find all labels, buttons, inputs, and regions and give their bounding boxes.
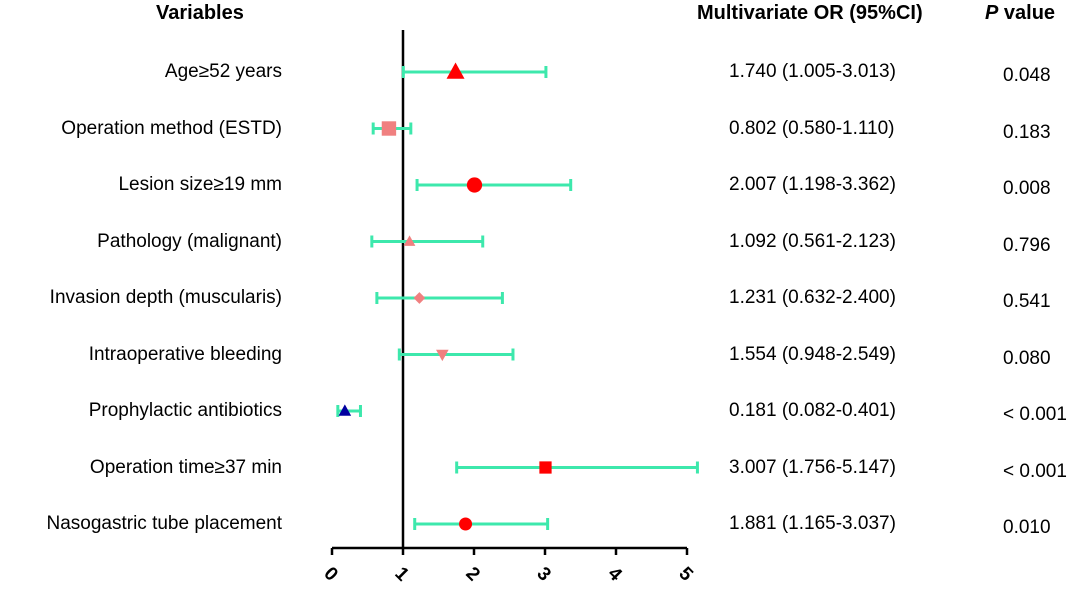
row-or-ci: 1.092 (0.561-2.123)	[729, 230, 896, 252]
point-8	[459, 517, 473, 531]
variables-header: Variables	[156, 2, 244, 24]
row-or-ci: 0.802 (0.580-1.110)	[729, 117, 895, 139]
x-tick-label-5: 5	[674, 563, 697, 586]
row-p-value: 0.048	[1003, 65, 1051, 86]
row-label: Pathology (malignant)	[97, 230, 282, 252]
row-p-value: 0.183	[1003, 121, 1051, 143]
row-or-ci: 0.181 (0.082-0.401)	[729, 400, 896, 421]
p-italic: P	[985, 2, 999, 24]
row-label: Operation time≥37 min	[89, 456, 282, 478]
row-label: Intraoperative bleeding	[88, 343, 282, 365]
point-2	[466, 177, 483, 193]
row-p-value: 0.010	[1003, 517, 1051, 538]
row-or-ci: 1.740 (1.005-3.013)	[729, 61, 896, 82]
p-value-header: P value	[985, 2, 1055, 25]
row-label: Nasogastric tube placement	[46, 513, 282, 534]
x-tick-label-0: 0	[319, 563, 341, 585]
row-label: Invasion depth (muscularis)	[49, 287, 282, 308]
row-label: Age≥52 years	[164, 61, 282, 82]
row-label: Operation method (ESTD)	[61, 117, 282, 139]
row-p-value: 0.008	[1003, 178, 1051, 199]
row-or-ci: 1.231 (0.632-2.400)	[729, 287, 896, 308]
point-6	[338, 404, 352, 416]
row-or-ci: 1.554 (0.948-2.549)	[729, 343, 896, 365]
p-header-rest: value	[998, 2, 1056, 24]
point-0	[446, 62, 465, 79]
row-or-ci: 3.007 (1.756-5.147)	[729, 456, 896, 478]
row-label: Prophylactic antibiotics	[88, 400, 282, 421]
point-7	[539, 461, 552, 474]
x-tick-label-3: 3	[532, 563, 554, 585]
row-p-value: < 0.001	[1003, 404, 1067, 425]
x-tick-label-2: 2	[461, 563, 483, 585]
row-label: Lesion size≥19 mm	[118, 174, 282, 195]
point-1	[381, 121, 397, 136]
x-tick-label-1: 1	[390, 563, 413, 586]
row-or-ci: 2.007 (1.198-3.362)	[729, 174, 896, 195]
point-5	[436, 349, 449, 362]
or-header: Multivariate OR (95%CI)	[697, 2, 923, 24]
row-p-value: 0.080	[1003, 347, 1051, 369]
row-or-ci: 1.881 (1.165-3.037)	[729, 513, 896, 534]
point-4	[413, 292, 426, 304]
row-p-value: 0.796	[1003, 234, 1051, 256]
row-p-value: < 0.001	[1003, 460, 1067, 482]
point-3	[403, 235, 416, 246]
x-tick-label-4: 4	[603, 563, 626, 586]
row-p-value: 0.541	[1003, 291, 1051, 312]
